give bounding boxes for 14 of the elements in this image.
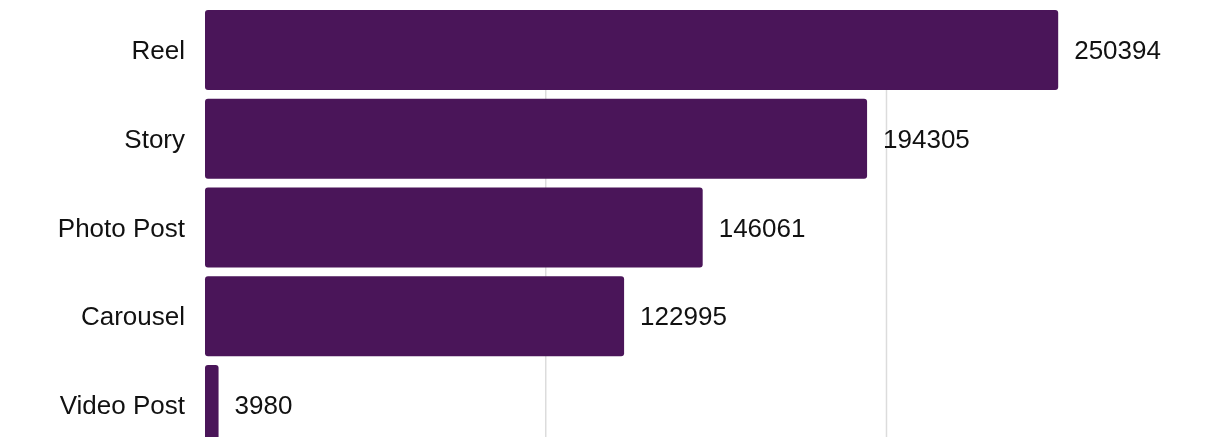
data-label: 194305 — [883, 123, 970, 154]
bar — [205, 276, 625, 357]
data-label: 146061 — [718, 212, 806, 243]
y-tick-label: Reel — [131, 34, 185, 65]
data-label: 3980 — [234, 390, 293, 421]
y-tick-label: Photo Post — [57, 212, 186, 243]
bar — [205, 10, 1059, 90]
y-tick-label: Story — [124, 123, 185, 154]
bar — [205, 187, 703, 268]
data-label: 122995 — [640, 301, 727, 332]
data-label: 250394 — [1074, 34, 1161, 65]
bar — [205, 98, 868, 179]
y-tick-label: Video Post — [59, 390, 186, 421]
y-tick-label: Carousel — [80, 301, 185, 332]
